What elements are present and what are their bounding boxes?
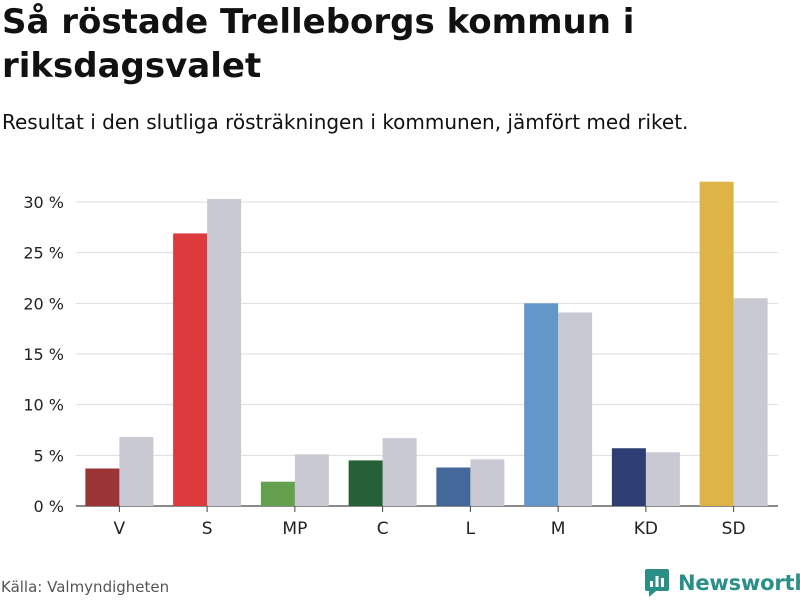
bar-chart: 0 % 5 % 10 % 15 % 20 % 25 % 30 % V S MP C L M KD SD — [23, 181, 778, 539]
y-tick-label: 5 % — [34, 446, 64, 465]
x-tick-label-kd: KD — [634, 519, 658, 539]
y-tick-label: 25 % — [23, 244, 64, 263]
chart-subtitle: Resultat i den slutliga rösträkningen i … — [2, 110, 689, 134]
y-tick-label: 30 % — [23, 193, 64, 212]
bar-kommun-v — [85, 468, 120, 506]
bar-kommun-mp — [260, 481, 295, 506]
bar-riket-c — [382, 438, 417, 506]
y-tick-label: 0 % — [34, 497, 64, 516]
bar-riket-m — [558, 312, 593, 506]
bar-kommun-m — [524, 303, 559, 506]
bar-kommun-s — [173, 233, 208, 506]
bar-kommun-c — [348, 460, 383, 506]
x-tick-label-sd: SD — [722, 519, 746, 539]
brand-name: Newsworthy — [678, 571, 800, 595]
y-tick-label: 15 % — [23, 345, 64, 364]
x-tick-label-s: S — [202, 519, 213, 539]
chart-title: Så röstade Trelleborgs kommun i riksdags… — [2, 2, 635, 86]
x-tick-label-m: M — [551, 519, 566, 539]
bar-riket-mp — [294, 454, 329, 506]
newsworthy-logo-icon — [645, 569, 669, 597]
bar-kommun-sd — [699, 181, 734, 506]
x-tick-label-mp: MP — [282, 519, 307, 539]
bar-riket-l — [470, 459, 505, 506]
y-tick-label: 20 % — [23, 294, 64, 313]
bar-kommun-l — [436, 467, 471, 506]
y-tick-label: 10 % — [23, 396, 64, 415]
bar-riket-sd — [733, 298, 768, 506]
x-tick-label-c: C — [377, 519, 389, 539]
brand-logo: Newsworthy — [644, 568, 800, 598]
x-tick-label-v: V — [114, 519, 126, 539]
source-note: Källa: Valmyndigheten — [1, 578, 170, 596]
bar-riket-v — [119, 437, 154, 506]
bar-kommun-kd — [611, 448, 646, 506]
bar-riket-kd — [645, 452, 680, 506]
bar-riket-s — [207, 198, 242, 506]
x-tick-label-l: L — [466, 519, 476, 539]
